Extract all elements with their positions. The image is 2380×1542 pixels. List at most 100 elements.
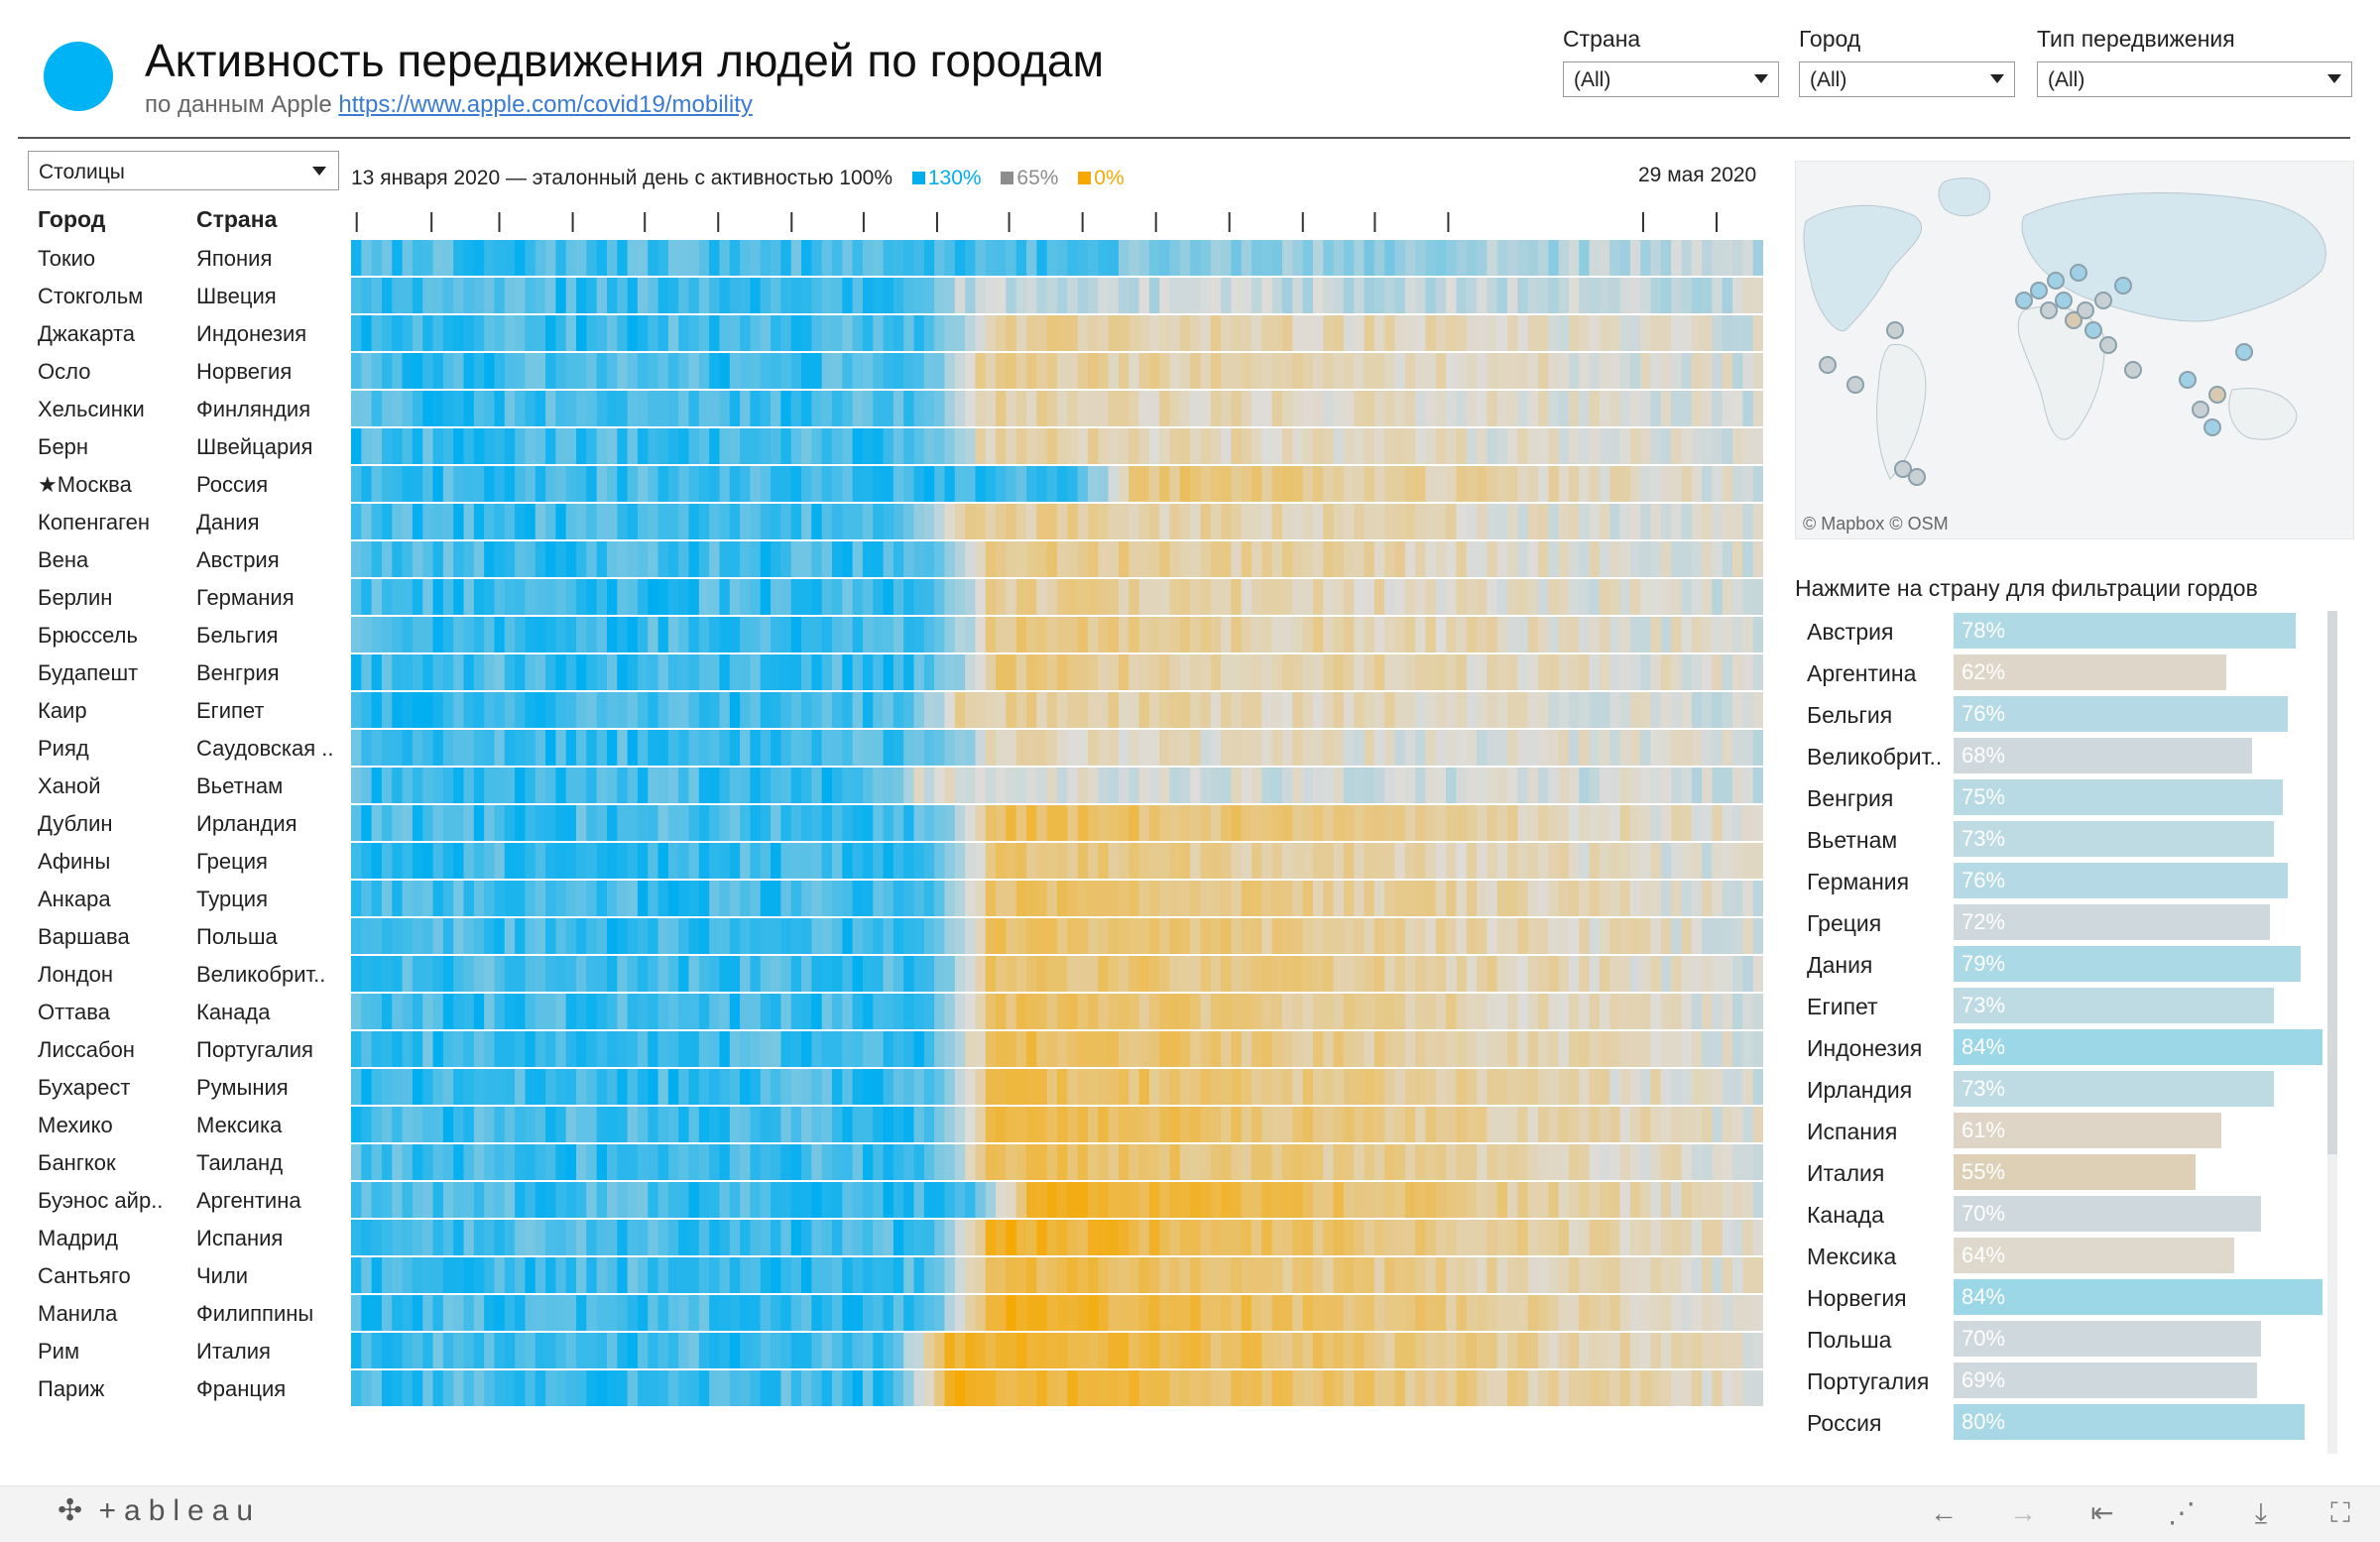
heatmap-cell[interactable] <box>1589 1295 1601 1331</box>
heatmap-cell[interactable] <box>811 805 823 841</box>
heatmap-cell[interactable] <box>1712 1182 1724 1218</box>
heatmap-cell[interactable] <box>771 1069 781 1105</box>
heatmap-cell[interactable] <box>586 466 598 502</box>
heatmap-cell[interactable] <box>750 315 762 351</box>
heatmap-cell[interactable] <box>412 1333 423 1368</box>
heatmap-cell[interactable] <box>801 1144 812 1180</box>
heatmap-cell[interactable] <box>1722 428 1733 464</box>
heatmap-cell[interactable] <box>1609 1107 1621 1142</box>
heatmap-cell[interactable] <box>1650 541 1662 577</box>
heatmap-cell[interactable] <box>1394 1069 1406 1105</box>
heatmap-cell[interactable] <box>801 1370 812 1406</box>
heatmap-cell[interactable] <box>1148 1031 1160 1067</box>
heatmap-cell[interactable] <box>1302 1333 1314 1368</box>
heatmap-cell[interactable] <box>760 428 772 464</box>
heatmap-cell[interactable] <box>1732 1069 1743 1105</box>
heatmap-cell[interactable] <box>1394 692 1406 728</box>
heatmap-cell[interactable] <box>1712 918 1724 954</box>
heatmap-cell[interactable] <box>903 617 915 652</box>
heatmap-cell[interactable] <box>1537 315 1549 351</box>
heatmap-cell[interactable] <box>1312 843 1324 879</box>
heatmap-cell[interactable] <box>627 843 639 879</box>
heatmap-cell[interactable] <box>1722 391 1733 426</box>
heatmap-cell[interactable] <box>1477 579 1488 615</box>
heatmap-cell[interactable] <box>1282 843 1293 879</box>
heatmap-cell[interactable] <box>1629 1144 1641 1180</box>
heatmap-cell[interactable] <box>780 579 792 615</box>
heatmap-cell[interactable] <box>1599 1031 1610 1067</box>
heatmap-cell[interactable] <box>1159 994 1171 1029</box>
heatmap-cell[interactable] <box>1425 654 1437 690</box>
heatmap-cell[interactable] <box>1036 353 1048 389</box>
heatmap-cell[interactable] <box>1548 692 1560 728</box>
heatmap-cell[interactable] <box>1251 1257 1262 1293</box>
heatmap-row[interactable] <box>351 428 1763 464</box>
heatmap-cell[interactable] <box>1210 1220 1222 1255</box>
heatmap-cell[interactable] <box>596 1295 608 1331</box>
heatmap-cell[interactable] <box>402 843 414 879</box>
heatmap-cell[interactable] <box>596 1069 608 1105</box>
heatmap-cell[interactable] <box>381 541 393 577</box>
heatmap-cell[interactable] <box>494 617 506 652</box>
heatmap-cell[interactable] <box>780 692 792 728</box>
heatmap-cell[interactable] <box>862 1220 874 1255</box>
heatmap-cell[interactable] <box>1036 391 1048 426</box>
heatmap-cell[interactable] <box>1006 1107 1017 1142</box>
heatmap-cell[interactable] <box>1231 541 1243 577</box>
heatmap-cell[interactable] <box>473 994 485 1029</box>
heatmap-cell[interactable] <box>965 918 977 954</box>
heatmap-cell[interactable] <box>535 1144 546 1180</box>
heatmap-cell[interactable] <box>780 994 792 1029</box>
heatmap-cell[interactable] <box>1036 504 1048 539</box>
heatmap-cell[interactable] <box>883 504 894 539</box>
heatmap-cell[interactable] <box>678 428 690 464</box>
heatmap-cell[interactable] <box>1527 1257 1539 1293</box>
heatmap-cell[interactable] <box>1077 805 1089 841</box>
heatmap-cell[interactable] <box>1548 881 1560 916</box>
heatmap-cell[interactable] <box>1384 1333 1396 1368</box>
heatmap-cell[interactable] <box>351 1295 362 1331</box>
heatmap-cell[interactable] <box>1446 579 1458 615</box>
heatmap-cell[interactable] <box>821 654 833 690</box>
heatmap-cell[interactable] <box>1221 1295 1233 1331</box>
heatmap-cell[interactable] <box>1364 1333 1375 1368</box>
heatmap-cell[interactable] <box>1660 1069 1672 1105</box>
row-country-label[interactable]: Турция <box>196 887 268 911</box>
heatmap-row[interactable] <box>351 1107 1763 1142</box>
heatmap-cell[interactable] <box>1026 353 1037 389</box>
heatmap-cell[interactable] <box>996 579 1008 615</box>
heatmap-cell[interactable] <box>1323 692 1335 728</box>
heatmap-cell[interactable] <box>1599 504 1610 539</box>
heatmap-cell[interactable] <box>555 1182 567 1218</box>
heatmap-cell[interactable] <box>760 391 772 426</box>
heatmap-cell[interactable] <box>1169 918 1181 954</box>
heatmap-cell[interactable] <box>1343 1031 1355 1067</box>
heatmap-cell[interactable] <box>484 315 496 351</box>
heatmap-cell[interactable] <box>1691 1257 1703 1293</box>
heatmap-cell[interactable] <box>1548 466 1560 502</box>
heatmap-cell[interactable] <box>934 617 946 652</box>
heatmap-cell[interactable] <box>463 1069 475 1105</box>
heatmap-cell[interactable] <box>657 843 669 879</box>
heatmap-cell[interactable] <box>811 956 823 992</box>
heatmap-cell[interactable] <box>934 541 946 577</box>
heatmap-cell[interactable] <box>913 994 925 1029</box>
heatmap-cell[interactable] <box>412 1220 423 1255</box>
heatmap-cell[interactable] <box>1323 617 1335 652</box>
heatmap-cell[interactable] <box>535 1295 546 1331</box>
heatmap-cell[interactable] <box>1466 1144 1478 1180</box>
heatmap-cell[interactable] <box>1015 654 1027 690</box>
heatmap-cell[interactable] <box>852 278 864 313</box>
heatmap-cell[interactable] <box>996 240 1008 276</box>
heatmap-cell[interactable] <box>1364 1107 1375 1142</box>
heatmap-cell[interactable] <box>923 579 935 615</box>
heatmap-cell[interactable] <box>545 1370 556 1406</box>
heatmap-cell[interactable] <box>1640 768 1652 803</box>
heatmap-cell[interactable] <box>1435 240 1447 276</box>
heatmap-cell[interactable] <box>750 1144 762 1180</box>
country-bar-label[interactable]: Германия <box>1807 869 1910 894</box>
heatmap-cell[interactable] <box>1179 391 1191 426</box>
row-country-label[interactable]: Таиланд <box>196 1150 284 1175</box>
heatmap-cell[interactable] <box>1394 994 1406 1029</box>
filter-city-select[interactable]: (All) <box>1799 61 2015 97</box>
